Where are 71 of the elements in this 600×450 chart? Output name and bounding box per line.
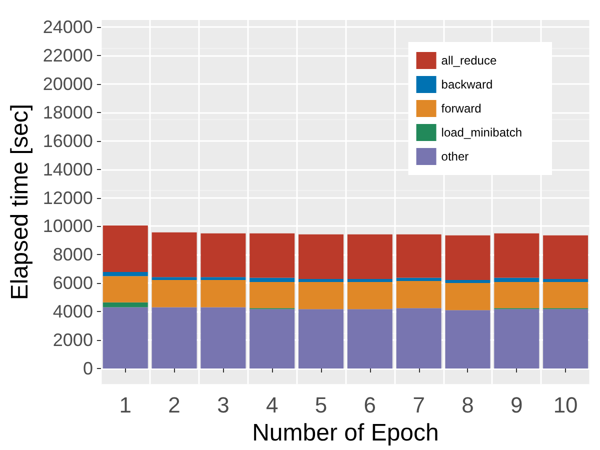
legend-label: other (441, 150, 469, 164)
bar (152, 277, 197, 280)
y-tick-label: 22000 (42, 46, 93, 66)
bar (494, 282, 540, 308)
bar (152, 232, 197, 278)
bar (298, 234, 344, 279)
bar (445, 282, 490, 310)
bar (396, 234, 442, 278)
x-tick-label: 9 (510, 392, 523, 418)
bar (347, 234, 392, 279)
x-tick-label: 8 (462, 392, 474, 418)
bar (347, 282, 392, 310)
bar (298, 282, 344, 310)
x-tick-label: 4 (266, 392, 278, 418)
bar (494, 233, 540, 278)
bar (396, 280, 442, 308)
y-tick-label: 18000 (42, 102, 93, 122)
bar (102, 272, 148, 276)
x-axis-title: Number of Epoch (252, 420, 439, 446)
bar (200, 280, 246, 308)
x-tick-label: 10 (553, 392, 578, 418)
y-axis-title: Elapsed time [sec] (6, 104, 34, 300)
bar (543, 309, 588, 368)
bar (494, 278, 540, 282)
bar (347, 309, 392, 368)
bar (250, 233, 295, 278)
bar (445, 235, 490, 280)
x-tick-label: 6 (364, 392, 376, 418)
y-tick-label: 14000 (42, 159, 93, 180)
bar (200, 233, 246, 278)
bar (152, 307, 197, 368)
legend-label: load_minibatch (441, 126, 522, 140)
y-tick-label: 16000 (42, 130, 93, 151)
bar (543, 235, 588, 279)
bar (543, 282, 588, 308)
y-tick-label: 0 (82, 358, 93, 378)
x-tick-label: 3 (217, 392, 230, 418)
y-tick-label: 12000 (42, 188, 93, 208)
bar (250, 278, 295, 282)
y-tick-label: 8000 (52, 244, 93, 265)
y-tick-label: 2000 (52, 330, 93, 350)
y-tick-label: 4000 (52, 302, 93, 322)
bar (250, 309, 295, 368)
bar (396, 278, 442, 281)
bar (445, 310, 490, 368)
legend-label: backward (441, 78, 493, 92)
bar (102, 276, 148, 302)
x-tick-label: 5 (314, 392, 328, 418)
legend-label: forward (441, 102, 482, 116)
bar (396, 308, 442, 368)
x-tick-label: 7 (412, 392, 425, 418)
bar (102, 307, 148, 368)
x-tick-label: 2 (168, 392, 180, 418)
x-tick-label: 1 (119, 392, 132, 418)
bar (250, 282, 295, 308)
y-tick-label: 10000 (42, 216, 93, 236)
bar (298, 278, 344, 282)
bar (347, 278, 392, 282)
legend-label: all_reduce (441, 54, 497, 68)
bar (102, 226, 148, 272)
bar (152, 280, 197, 308)
y-tick-label: 6000 (52, 273, 93, 294)
bar (200, 307, 246, 368)
bar (445, 280, 490, 283)
y-tick-label: 24000 (42, 17, 93, 38)
bar (494, 309, 540, 368)
bar (543, 278, 588, 282)
y-tick-label: 20000 (42, 74, 93, 94)
bar (102, 302, 148, 308)
bar (298, 309, 344, 368)
bar (200, 277, 246, 280)
